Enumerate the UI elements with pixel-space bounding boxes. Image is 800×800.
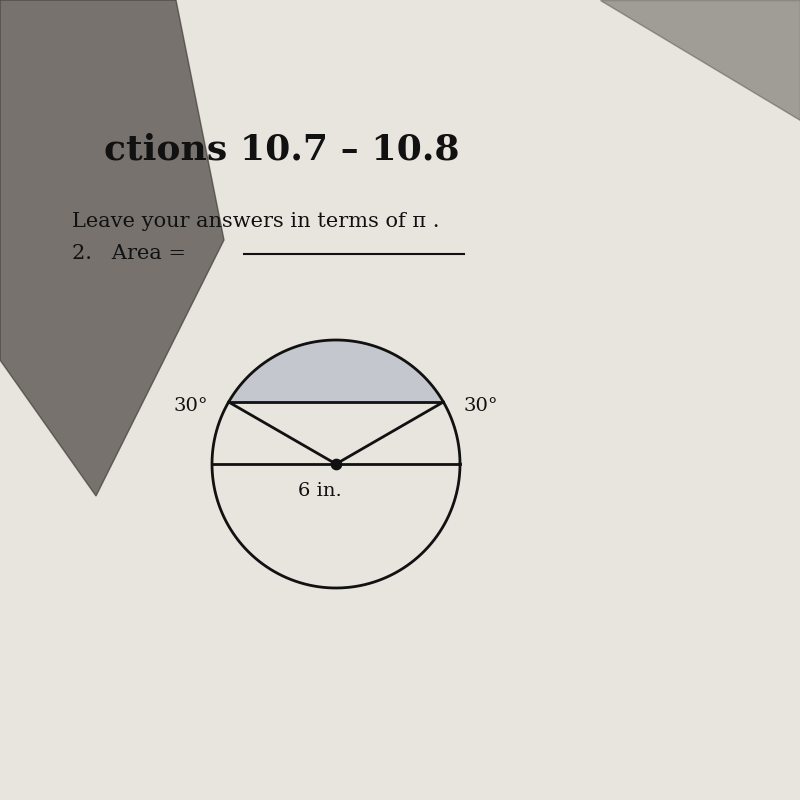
Text: 30°: 30°	[174, 397, 209, 415]
Text: 2.   Area =: 2. Area =	[72, 244, 193, 263]
Text: Leave your answers in terms of π .: Leave your answers in terms of π .	[72, 212, 439, 231]
Point	[330, 458, 342, 470]
Text: 30°: 30°	[463, 397, 498, 415]
Polygon shape	[229, 340, 443, 402]
Polygon shape	[600, 0, 800, 120]
Polygon shape	[0, 0, 224, 496]
Text: ctions 10.7 – 10.8: ctions 10.7 – 10.8	[104, 132, 459, 166]
Text: 6 in.: 6 in.	[298, 482, 342, 499]
